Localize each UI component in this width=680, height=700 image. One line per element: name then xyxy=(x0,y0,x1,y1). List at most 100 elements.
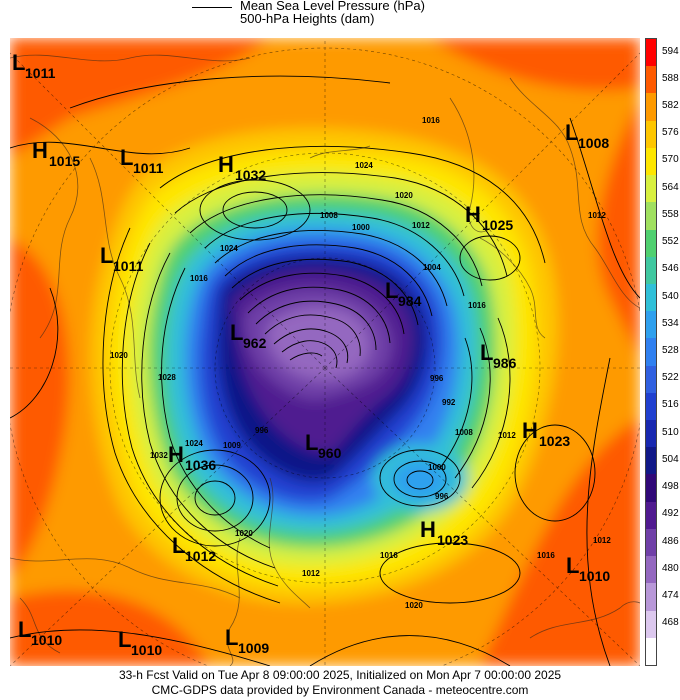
isobar-label: 1016 xyxy=(468,301,486,310)
isobar-label: 1012 xyxy=(302,569,320,578)
isobar-label: 1012 xyxy=(498,431,516,440)
colorbar-tick-label: 546 xyxy=(662,263,679,275)
colorbar-swatch xyxy=(646,528,656,557)
colorbar-swatch xyxy=(646,392,656,421)
isobars xyxy=(10,75,640,666)
colorbar-swatch xyxy=(646,202,656,230)
isobar-label: 996 xyxy=(255,426,269,435)
isobar-label: 1012 xyxy=(593,536,611,545)
colorbar-swatch xyxy=(646,338,656,367)
weather-map: 1016 1024 1020 1008 1000 1012 1024 1016 1004 1016… xyxy=(10,38,640,666)
colorbar-swatch xyxy=(646,583,656,612)
data-credit-caption: CMC-GDPS data provided by Environment Ca… xyxy=(151,683,529,697)
isobar-label: 1020 xyxy=(235,529,253,538)
colorbar-tick-label: 540 xyxy=(662,290,679,302)
colorbar-swatch xyxy=(646,147,656,176)
pressure-centre-value: 1010 xyxy=(31,632,62,648)
colorbar-swatch xyxy=(646,256,656,285)
isobar-label: 1008 xyxy=(320,211,338,220)
pressure-centre-value: 1015 xyxy=(49,153,80,169)
isobar-labels: 1016 1024 1020 1008 1000 1012 1024 1016 1004 1016… xyxy=(110,116,611,610)
high-pressure-centre: H 1023 xyxy=(420,517,468,548)
colorbar-swatch xyxy=(646,501,656,530)
colorbar-swatch xyxy=(646,637,656,666)
colorbar-swatch xyxy=(646,556,656,584)
legend-heights-label: 500-hPa Heights (dam) xyxy=(240,11,375,26)
colorbar-swatch xyxy=(646,66,656,94)
colorbar-tick-label: 588 xyxy=(662,72,679,84)
latlon-grid xyxy=(10,38,640,666)
pressure-centre-letter: L xyxy=(480,340,493,365)
isobar-label: 1024 xyxy=(220,244,238,253)
low-pressure-centre: L 1012 xyxy=(172,533,216,564)
colorbar-tick-label: 510 xyxy=(662,426,679,438)
pressure-centre-value: 960 xyxy=(318,445,342,461)
isobar-label: 1008 xyxy=(455,428,473,437)
isobar-label: 1028 xyxy=(158,373,176,382)
colorbar-tick-label: 564 xyxy=(662,181,679,193)
isobar-label: 1004 xyxy=(423,263,441,272)
colorbar-tick-label: 570 xyxy=(662,154,679,166)
pressure-centre-value: 1010 xyxy=(131,642,162,658)
pressure-centre-value: 1036 xyxy=(185,457,216,473)
colorbar-swatch xyxy=(646,120,656,149)
colorbar-tick-label: 468 xyxy=(662,617,679,629)
pressure-centre-value: 1025 xyxy=(482,217,513,233)
colorbar-tick-label: 480 xyxy=(662,562,679,574)
low-pressure-centre: L 1010 xyxy=(118,627,162,658)
colorbar-swatch xyxy=(646,93,656,122)
forecast-valid-caption: 33-h Fcst Valid on Tue Apr 8 09:00:00 20… xyxy=(118,668,562,682)
isobar-label: 1024 xyxy=(355,161,373,170)
map-legend: Mean Sea Level Pressure (hPa) 500-hPa He… xyxy=(0,0,680,38)
colorbar-swatch xyxy=(646,447,656,475)
high-pressure-centre: H 1032 xyxy=(218,152,266,183)
low-pressure-centre: L 1011 xyxy=(100,243,144,274)
pressure-centre-letter: H xyxy=(168,442,184,467)
pressure-centre-value: 984 xyxy=(398,293,422,309)
isobar-label: 1020 xyxy=(110,351,128,360)
pressure-centre-letter: H xyxy=(32,138,48,163)
pressure-centre-value: 962 xyxy=(243,335,267,351)
low-pressure-centre: L 1011 xyxy=(12,50,56,81)
colorbar-tick-label: 492 xyxy=(662,508,679,520)
colorbar-swatch xyxy=(646,39,656,67)
isobar-label: 1016 xyxy=(190,274,208,283)
low-pressure-centre: L 960 xyxy=(305,430,342,461)
colorbar-tick-label: 558 xyxy=(662,208,679,220)
colorbar-tick-label: 498 xyxy=(662,481,679,493)
pressure-centre-value: 1009 xyxy=(238,640,269,656)
colorbar-tick-label: 504 xyxy=(662,453,679,465)
colorbar-tick-label: 486 xyxy=(662,535,679,547)
low-pressure-centre: L 1009 xyxy=(225,625,269,656)
pressure-centre-letter: L xyxy=(18,617,31,642)
colorbar-swatch xyxy=(646,229,656,258)
pressure-centre-value: 1010 xyxy=(579,568,610,584)
low-pressure-centre: L 984 xyxy=(385,278,422,309)
colorbar-tick-label: 582 xyxy=(662,100,679,112)
low-pressure-centre: L 986 xyxy=(480,340,517,371)
low-pressure-centre: L 1008 xyxy=(565,120,609,151)
low-pressure-centre: L 962 xyxy=(230,320,267,351)
colorbar-swatch xyxy=(646,610,656,639)
pressure-centre-value: 1023 xyxy=(539,433,570,449)
isobar-label: 1020 xyxy=(395,191,413,200)
legend-mslp-label: Mean Sea Level Pressure (hPa) xyxy=(240,0,425,13)
pressure-centre-value: 1023 xyxy=(437,532,468,548)
colorbar-tick-label: 594 xyxy=(662,45,679,57)
high-pressure-centre: H 1025 xyxy=(465,202,513,233)
isobar-label: 1012 xyxy=(412,221,430,230)
coastlines xyxy=(10,54,640,666)
pressure-centre-letter: L xyxy=(120,145,133,170)
pressure-centre-value: 1011 xyxy=(113,258,144,274)
pressure-centre-value: 1011 xyxy=(133,160,164,176)
colorbar-swatch xyxy=(646,474,656,503)
colorbar-tick-label: 552 xyxy=(662,236,679,248)
pressure-centre-letter: L xyxy=(172,533,185,558)
colorbar-swatch xyxy=(646,311,656,339)
colorbar-swatch xyxy=(646,365,656,394)
colorbar-tick-label: 474 xyxy=(662,589,679,601)
pressure-centre-letter: H xyxy=(465,202,481,227)
isobar-label: 1016 xyxy=(537,551,555,560)
isobar-label: 1016 xyxy=(422,116,440,125)
colorbar-swatch xyxy=(646,175,656,203)
